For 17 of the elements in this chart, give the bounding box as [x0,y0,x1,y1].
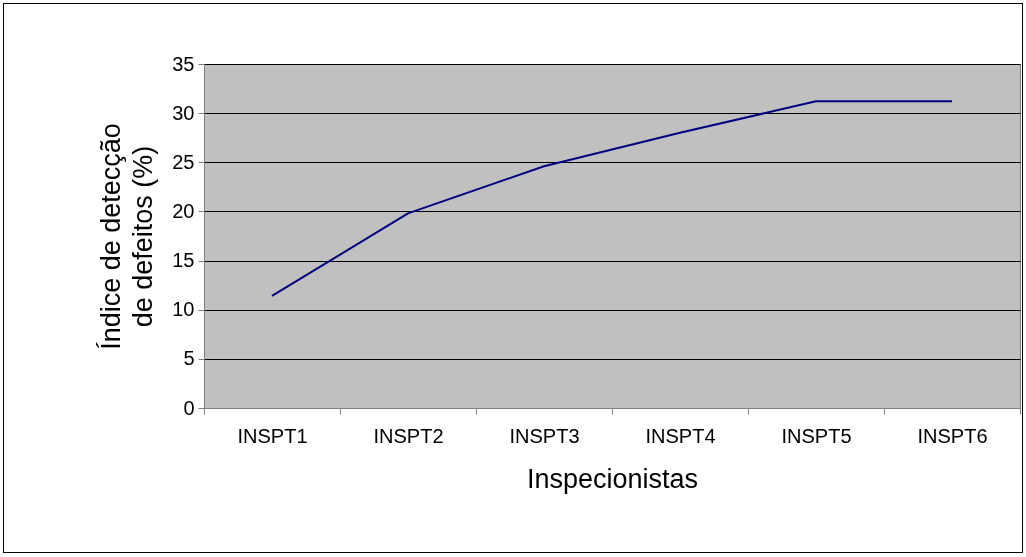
x-tick-label: INSPT1 [237,424,308,447]
y-tick-label: 15 [172,249,195,272]
x-tick-label: INSPT4 [645,424,716,447]
y-tick-label: 5 [183,347,195,370]
y-tick-label: 0 [183,396,195,419]
x-tick-label: INSPT5 [781,424,852,447]
y-tick-label: 30 [172,101,195,124]
y-tick-label: 20 [172,199,195,222]
y-axis-title: Índice de detecção de defeitos (%) [96,123,159,350]
x-axis-title: Inspecionistas [526,463,699,494]
y-tick-label: 35 [172,52,195,75]
y-tick-label: 25 [172,150,195,173]
line-series [271,100,953,297]
y-tick-label: 10 [172,298,195,321]
x-tick-label: INSPT3 [509,424,580,447]
x-tick-label: INSPT2 [373,424,444,447]
x-tick-label: INSPT6 [917,424,988,447]
